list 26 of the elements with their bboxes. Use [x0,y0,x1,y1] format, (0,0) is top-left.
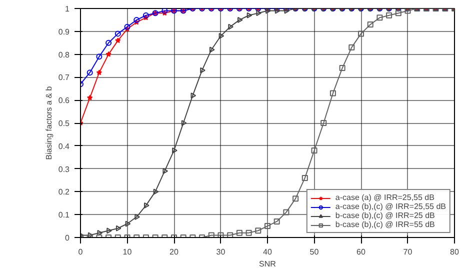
x-tick-label: 70 [403,248,413,256]
y-tick-label: 0.1 [58,210,70,220]
y-tick-label: 0.8 [58,50,70,60]
y-tick-label: 0.2 [58,188,70,197]
y-tick-label: 0.7 [58,73,70,82]
x-tick-label: 20 [170,248,179,256]
x-axis-title: SNR [259,260,276,268]
y-tick-label: 0.4 [58,142,70,151]
x-tick-label: 40 [263,248,272,256]
legend-label: a-case (b),(c) @ IRR=25,55 dB [335,202,446,211]
y-tick-label: 0.9 [58,27,70,36]
x-tick-label: 50 [310,248,320,256]
y-tick-label: 0.6 [58,96,70,106]
x-tick-label: 60 [356,248,366,256]
y-tick-label: 0.3 [58,164,70,174]
x-tick-label: 0 [78,248,84,256]
x-tick-label: 10 [122,248,132,256]
x-tick-label: 80 [450,248,460,256]
x-tick-label: 30 [216,248,226,256]
y-tick-label: 0.5 [58,119,70,128]
y-tick-label: 1 [65,4,70,14]
legend-label: b-case (b),(c) @ IRR=25 dB [335,211,435,220]
y-tick-label: 0 [65,234,70,242]
legend-label: b-case (b),(c) @ IRR=55 dB [335,220,435,229]
y-axis-title: Biasing factors a & b [44,86,54,160]
legend-label: a-case (a) @ IRR=25,55 dB [335,193,434,202]
